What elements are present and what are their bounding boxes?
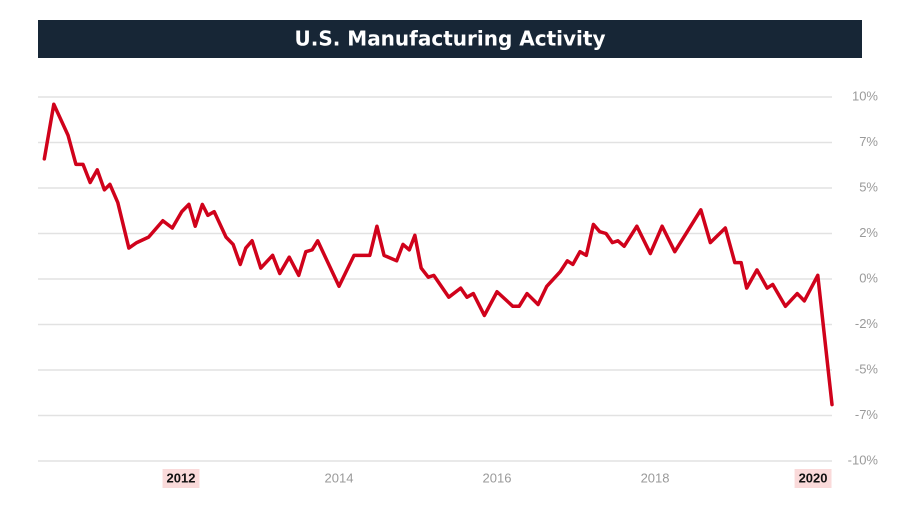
- x-tick-label: 2016: [483, 470, 512, 485]
- y-tick-label: -7%: [855, 407, 879, 422]
- y-tick-label: 7%: [859, 134, 878, 149]
- y-tick-label: 0%: [859, 270, 878, 285]
- y-tick-label: 5%: [859, 179, 878, 194]
- x-tick-highlight: [162, 469, 200, 488]
- y-tick-label: -2%: [855, 316, 879, 331]
- y-tick-label: -10%: [848, 452, 879, 467]
- x-tick-label: 2020: [799, 470, 828, 485]
- data-line: [42, 102, 834, 407]
- x-tick-label: 2014: [325, 470, 354, 485]
- x-tick-highlight: [794, 469, 832, 488]
- title-bar: [38, 20, 862, 58]
- y-tick-label: 2%: [859, 225, 878, 240]
- y-tick-label: -5%: [855, 361, 879, 376]
- x-tick-label: 2018: [641, 470, 670, 485]
- chart-title: U.S. Manufacturing Activity: [294, 27, 605, 51]
- x-tick-label: 2012: [167, 470, 196, 485]
- y-tick-label: 10%: [852, 88, 878, 103]
